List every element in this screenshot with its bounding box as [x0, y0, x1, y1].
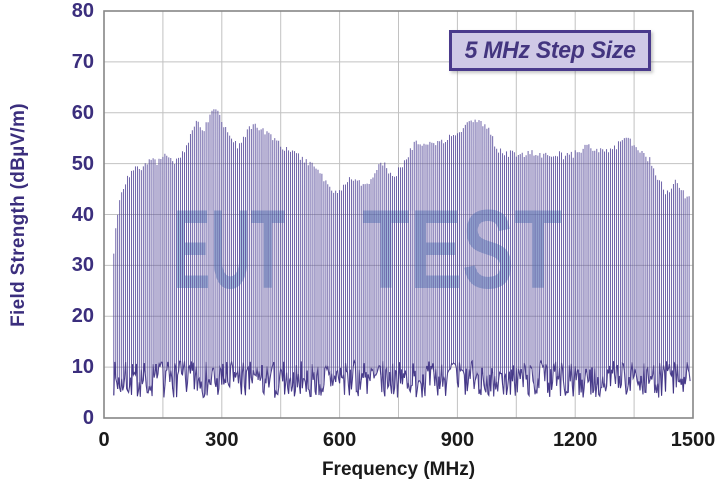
y-tick-label: 40	[71, 203, 94, 226]
noise-floor-trace	[113, 359, 691, 399]
spectrum-trace	[113, 109, 690, 398]
y-tick-label: 60	[71, 101, 94, 124]
watermark-text: EUT TEST	[173, 187, 562, 312]
step-size-legend-box: 5 MHz Step Size	[449, 30, 651, 71]
step-size-legend-label: 5 MHz Step Size	[464, 36, 636, 64]
y-tick-label: 30	[71, 254, 94, 277]
watermark-word: TEST	[362, 187, 562, 312]
y-tick-label: 20	[71, 305, 94, 328]
y-tick-label: 50	[71, 152, 94, 175]
x-tick-label: 0	[98, 429, 110, 451]
y-tick-label: 70	[71, 50, 94, 73]
x-tick-label: 900	[440, 429, 475, 451]
x-tick-label: 1500	[670, 429, 716, 451]
x-tick-label: 1200	[552, 429, 598, 451]
plot-border	[103, 10, 694, 419]
y-tick-label: 80	[71, 0, 94, 22]
x-tick-label: 300	[205, 429, 239, 451]
y-axis-tick-labels: 0 10 20 30 40 50 60 70 80	[40, 0, 94, 491]
y-tick-label: 10	[71, 356, 94, 379]
x-axis-title: Frequency (MHz)	[321, 459, 476, 480]
x-axis-tick-labels: 0 300 600 900 1200 1500	[0, 429, 719, 453]
y-tick-label: 0	[82, 407, 94, 429]
watermark-word: EUT	[173, 187, 285, 312]
x-tick-label: 600	[322, 429, 357, 451]
